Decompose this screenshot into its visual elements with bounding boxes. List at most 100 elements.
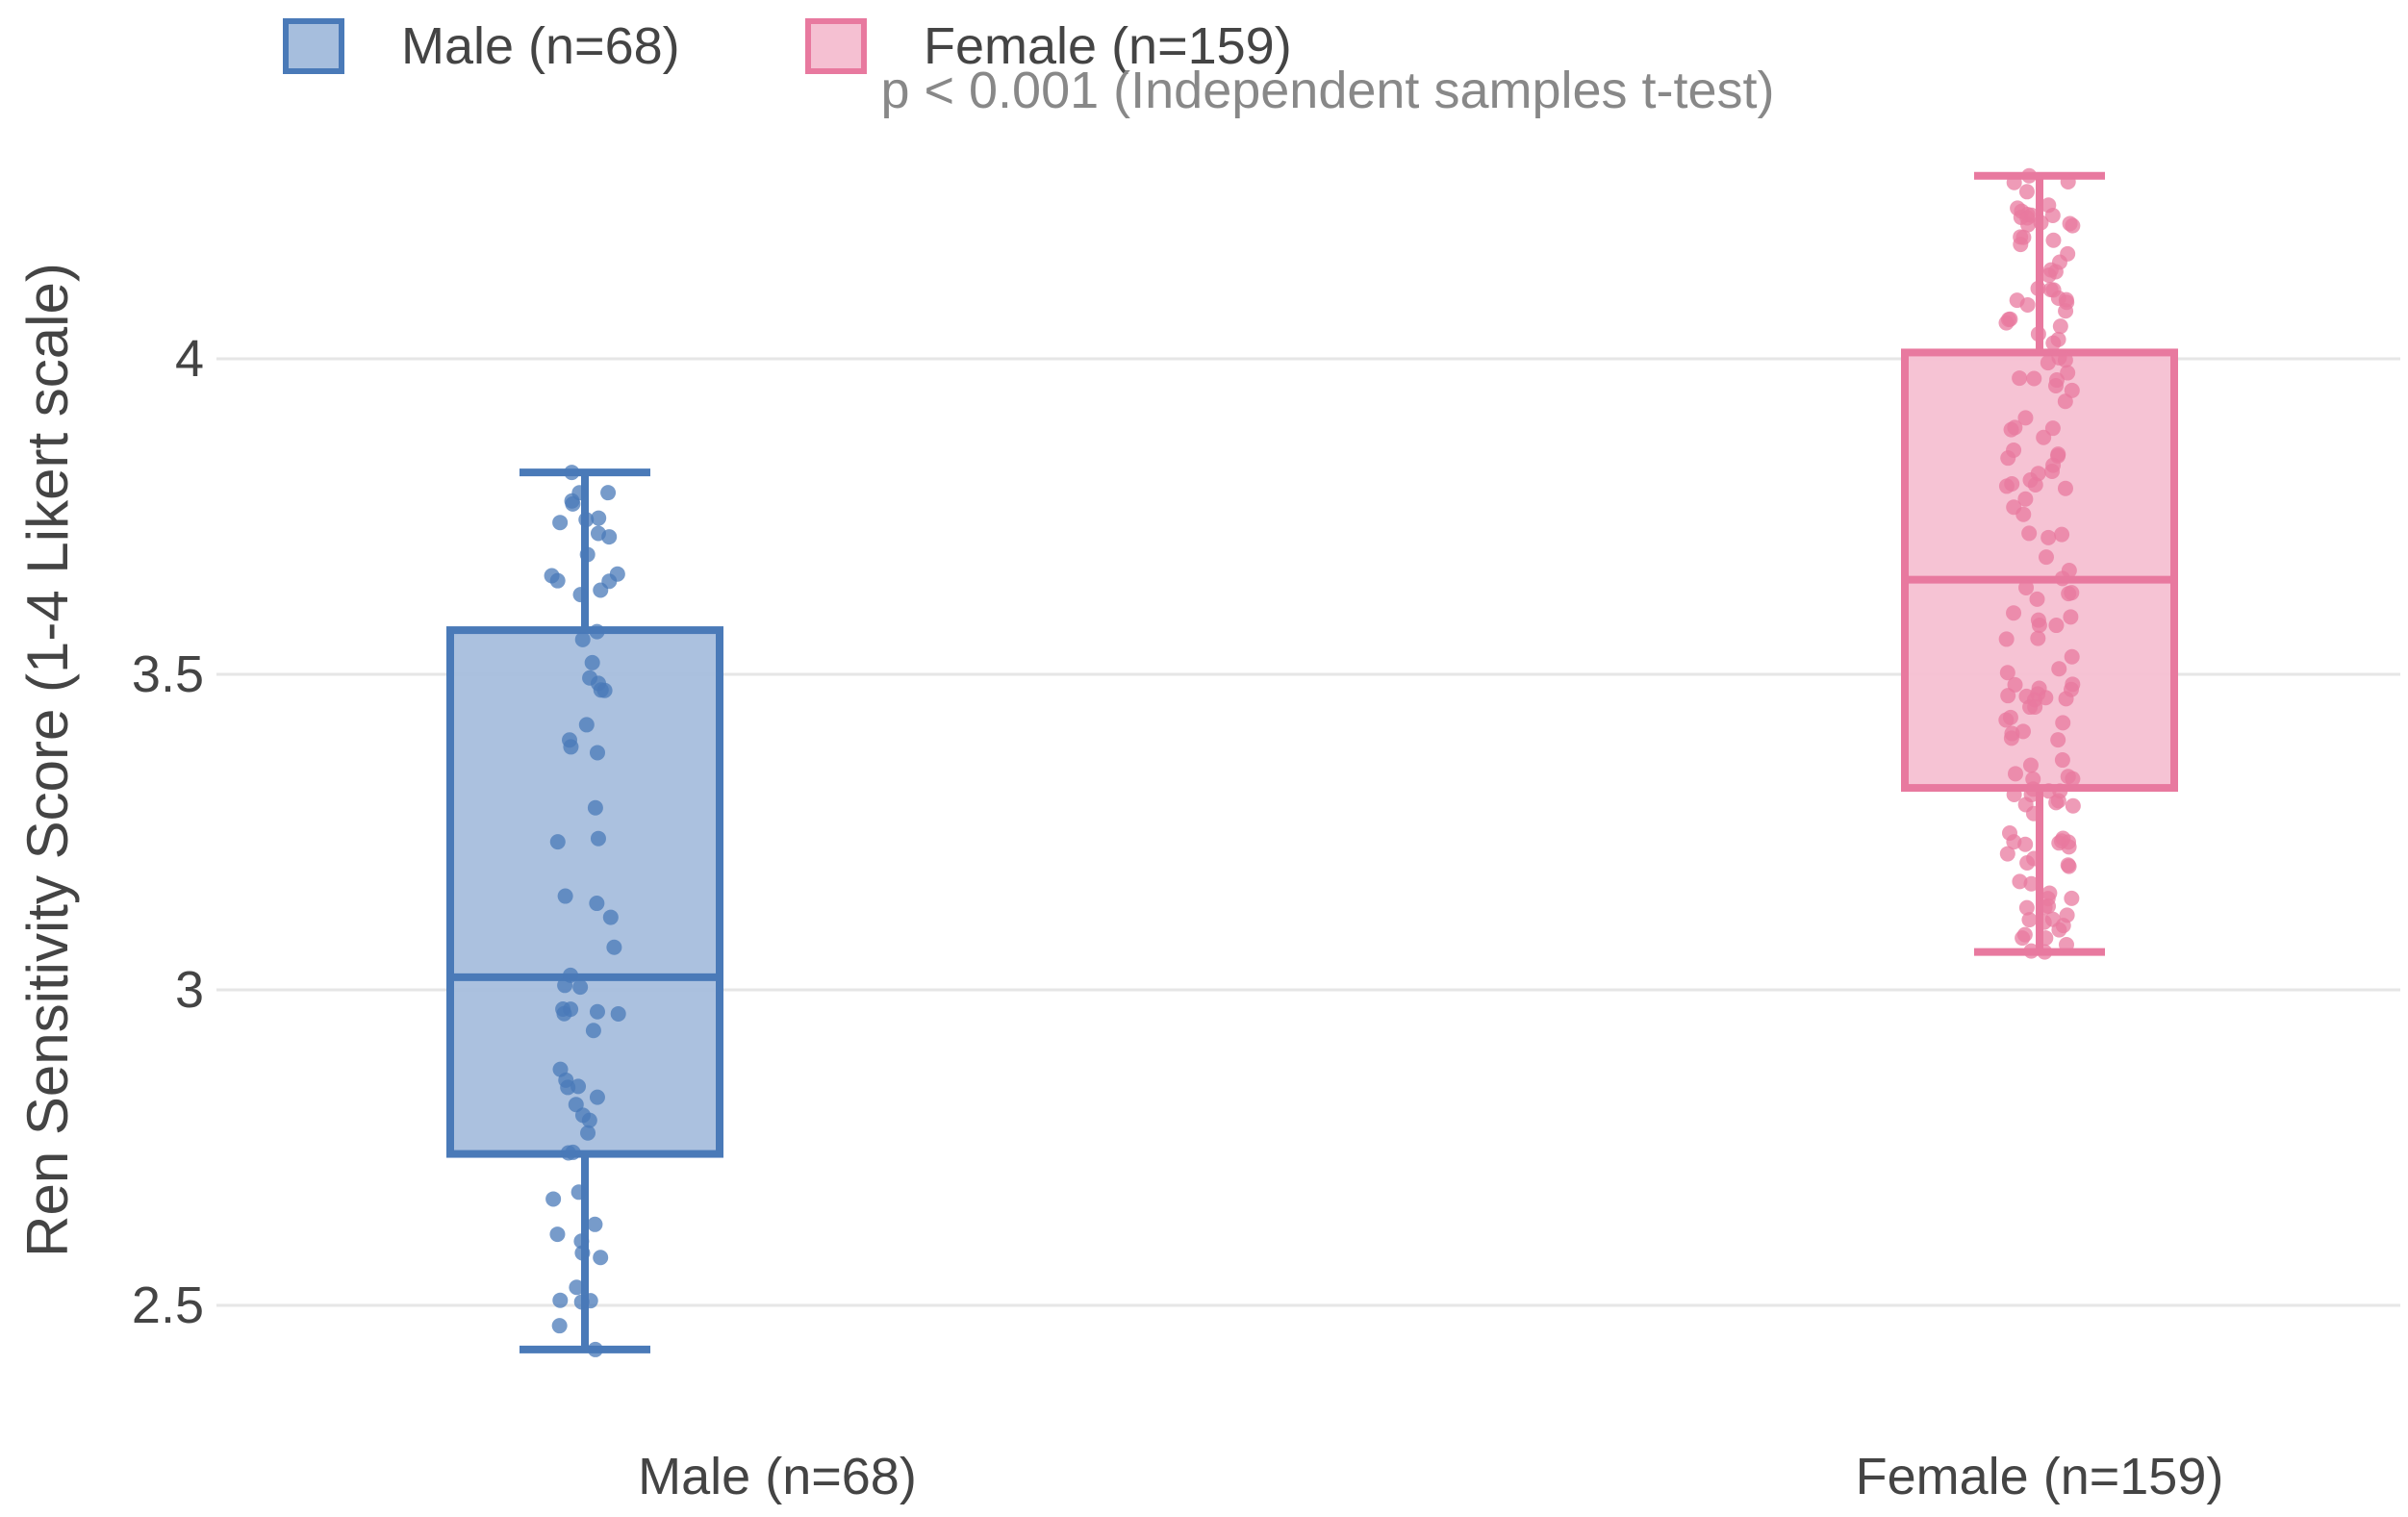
data-point <box>2054 526 2070 543</box>
data-point <box>602 909 619 925</box>
data-point <box>610 1005 626 1022</box>
data-point <box>2017 410 2034 426</box>
data-point <box>584 654 600 670</box>
data-point <box>552 1061 569 1077</box>
data-point <box>2040 197 2057 214</box>
data-point <box>2041 885 2058 901</box>
data-point <box>2021 167 2038 184</box>
data-point <box>2044 420 2061 437</box>
data-point <box>593 582 609 598</box>
data-point <box>2050 331 2066 347</box>
data-point <box>572 979 589 996</box>
data-point <box>2064 648 2080 665</box>
data-point <box>2040 783 2057 799</box>
data-point <box>2050 447 2066 464</box>
data-point <box>587 799 603 816</box>
data-point <box>589 1003 605 1020</box>
data-point <box>2050 793 2066 809</box>
x-tick-labels: Male (n=68) Female (n=159) <box>638 1448 2223 1505</box>
legend-item-female: Female (n=159) <box>805 17 1292 75</box>
data-point <box>2019 206 2036 222</box>
data-point <box>2037 944 2053 960</box>
data-point <box>2007 676 2023 693</box>
box-series <box>446 171 2178 1353</box>
data-point <box>569 1279 585 1296</box>
data-point <box>562 732 578 748</box>
legend-swatch <box>283 18 344 74</box>
data-point <box>2052 318 2068 335</box>
data-point <box>2006 786 2022 802</box>
y-tick-label: 3.5 <box>132 645 204 703</box>
data-point <box>564 465 580 481</box>
data-point <box>573 1233 590 1250</box>
data-point <box>2002 825 2018 842</box>
data-point <box>2055 715 2071 731</box>
data-point <box>563 1001 579 1018</box>
data-point <box>2038 930 2054 947</box>
data-point <box>2064 585 2080 601</box>
data-point <box>579 546 596 563</box>
data-point <box>2060 365 2076 381</box>
data-point <box>549 572 566 589</box>
data-point <box>2036 914 2052 930</box>
data-point <box>2022 757 2039 773</box>
data-point <box>2065 676 2081 693</box>
data-point <box>585 1023 601 1039</box>
data-point <box>2060 857 2076 873</box>
data-point <box>593 1250 609 1266</box>
legend-label: Male (n=68) <box>401 17 680 75</box>
legend: Male (n=68) Female (n=159) <box>283 17 1292 75</box>
data-point <box>574 631 591 647</box>
data-point <box>552 515 569 531</box>
data-point <box>591 510 607 526</box>
data-point <box>557 977 573 994</box>
data-point <box>2015 723 2031 740</box>
data-point <box>2060 769 2076 785</box>
data-point <box>2061 839 2077 855</box>
data-point <box>2040 355 2056 371</box>
data-point <box>2022 699 2039 716</box>
y-axis-label: Ren Sensitivity Score (1-4 Likert scale) <box>15 263 80 1257</box>
legend-item-male: Male (n=68) <box>283 17 680 75</box>
data-point <box>565 495 581 512</box>
data-point <box>2058 303 2074 319</box>
data-point <box>600 485 617 501</box>
data-point <box>2048 618 2065 634</box>
data-point <box>2016 926 2033 943</box>
data-point <box>2051 922 2067 938</box>
data-point <box>2002 709 2018 725</box>
y-tick-label: 3 <box>175 961 204 1019</box>
data-point <box>549 834 566 850</box>
data-point <box>582 1293 598 1309</box>
data-point <box>2009 292 2025 309</box>
data-point <box>2007 766 2023 782</box>
data-point <box>574 1107 591 1124</box>
data-point <box>2047 377 2064 393</box>
data-point <box>557 888 573 904</box>
data-point <box>2054 570 2070 587</box>
data-point <box>2030 280 2046 296</box>
data-point <box>2051 661 2067 677</box>
data-point <box>1998 631 2015 647</box>
y-tick-label: 4 <box>175 330 204 388</box>
data-point <box>589 623 605 640</box>
data-point <box>2006 174 2022 190</box>
data-point <box>589 745 605 761</box>
data-point <box>2017 491 2034 507</box>
data-point <box>2018 184 2035 200</box>
data-point <box>2058 936 2074 952</box>
data-point <box>1999 846 2015 862</box>
data-point <box>2012 370 2028 387</box>
data-point <box>2062 215 2078 232</box>
data-point <box>2018 579 2035 595</box>
data-point <box>2054 752 2070 769</box>
data-point <box>551 1318 568 1334</box>
data-point <box>2065 797 2081 814</box>
data-point <box>2026 850 2042 867</box>
data-point <box>560 1079 576 1096</box>
data-point <box>590 830 606 847</box>
legend-swatch <box>805 18 867 74</box>
data-point <box>574 1245 591 1261</box>
data-point <box>589 896 605 912</box>
